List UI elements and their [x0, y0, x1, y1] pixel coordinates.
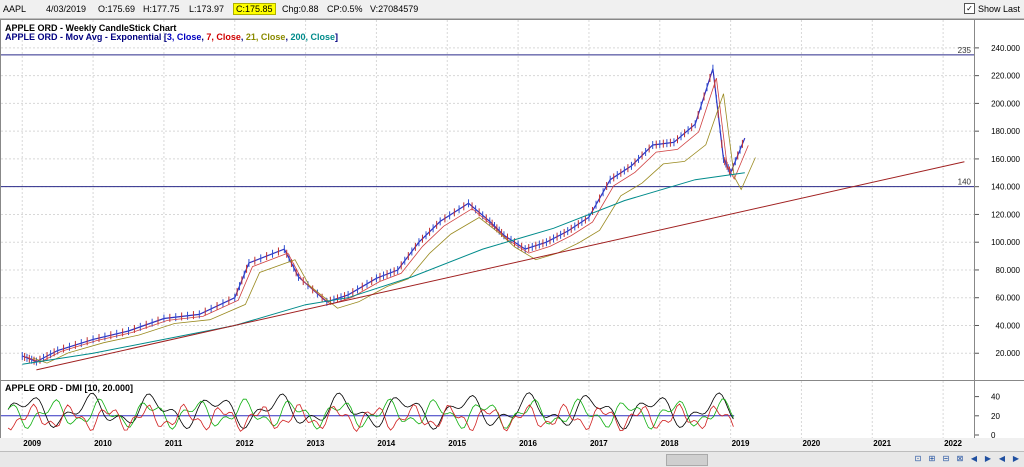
dmi-y-axis[interactable]: 40 20 0	[974, 380, 1024, 440]
chart-scrollbar[interactable]: ⊡ ⊞ ⊟ ⊠ ◀ ▶ ◀ ▶	[0, 451, 1024, 467]
scroll-control-button[interactable]: ◀	[998, 454, 1006, 463]
ma-param-4: 200, Close	[290, 32, 335, 42]
scroll-control-button[interactable]: ⊞	[928, 454, 936, 463]
open-label: O:175.69	[98, 4, 136, 14]
chart-title: APPLE ORD - Weekly CandleStick Chart	[5, 23, 177, 33]
ma-prefix: APPLE ORD - Mov Avg - Exponential [	[5, 32, 167, 42]
quote-header: AAPL 4/03/2019 O:175.69 H:177.75 L:173.9…	[0, 0, 1024, 19]
scroll-controls: ⊡ ⊞ ⊟ ⊠ ◀ ▶ ◀ ▶	[912, 453, 1022, 465]
dmi-y-axis-svg: 40 20 0	[975, 393, 1000, 439]
x-tick-label: 2020	[802, 439, 821, 448]
close-label: C:175.85	[233, 3, 276, 15]
x-tick-label: 2017	[589, 439, 608, 448]
change-pct-label: CP:0.5%	[327, 4, 363, 14]
price-chart-svg[interactable]: 235 140	[1, 20, 975, 381]
y-tick-label: 20.000	[996, 349, 1021, 358]
x-tick-label: 2022	[944, 439, 962, 448]
scroll-control-button[interactable]: ⊡	[914, 454, 922, 463]
x-tick-label: 2011	[164, 439, 183, 448]
adx-line	[7, 392, 734, 430]
x-tick-label: 2015	[448, 439, 467, 448]
series-line-0	[22, 68, 746, 363]
price-y-axis-svg: 240.000 220.000 200.000 180.000 160.000 140.0…	[975, 44, 1021, 358]
dmi-panel[interactable]: APPLE ORD - DMI [10, 20.000]	[0, 380, 976, 440]
x-tick-label: 2013	[306, 439, 325, 448]
dmi-y-tick-label: 0	[991, 431, 996, 439]
show-last-checkbox[interactable]: ✓	[963, 3, 975, 14]
x-tick-label: 2009	[23, 439, 42, 448]
scroll-control-button[interactable]: ▶	[984, 454, 992, 463]
y-tick-label: 240.000	[991, 44, 1020, 53]
dmi-title: APPLE ORD - DMI [10, 20.000]	[5, 383, 134, 393]
dmi-chart-svg[interactable]	[1, 381, 975, 439]
symbol-label: AAPL	[3, 4, 27, 14]
x-tick-label: 2012	[235, 439, 254, 448]
y-tick-label: 100.000	[991, 238, 1020, 247]
price-y-axis[interactable]: 240.000 220.000 200.000 180.000 160.000 140.0…	[974, 19, 1024, 382]
x-tick-label: 2018	[660, 439, 679, 448]
time-axis[interactable]: 2009 2010 2011 2012 2013 2014 2015 2016 2017 2018…	[0, 438, 1024, 450]
y-tick-label: 40.000	[996, 321, 1021, 330]
y-tick-label: 200.000	[991, 99, 1020, 108]
x-tick-label: 2019	[731, 439, 750, 448]
ma-param-2: 7, Close	[206, 32, 241, 42]
low-label: L:173.97	[189, 4, 225, 14]
dmi-y-tick-label: 20	[991, 412, 1000, 421]
series-line-1	[22, 172, 745, 365]
horizontal-line-label: 140	[958, 178, 972, 187]
series-line-2	[36, 161, 965, 371]
horizontal-line-label: 235	[958, 46, 972, 55]
ema-21-line	[32, 93, 756, 364]
date-label: 4/03/2019	[46, 4, 87, 14]
scroll-control-button[interactable]: ▶	[1012, 454, 1020, 463]
ma-param-1: 3, Close	[166, 32, 202, 42]
change-label: Chg:0.88	[282, 4, 319, 14]
scroll-control-button[interactable]: ⊠	[956, 454, 964, 463]
ma-param-3: 21, Close	[245, 32, 286, 42]
y-tick-label: 160.000	[991, 155, 1020, 164]
minus-di-line	[7, 403, 734, 433]
scroll-control-button[interactable]: ⊟	[942, 454, 950, 463]
ma-suffix: ]	[334, 32, 338, 42]
price-chart-panel[interactable]: 235 140 APPLE ORD - Weekly CandleStick Ch…	[0, 19, 976, 382]
y-tick-label: 140.000	[991, 183, 1020, 192]
dmi-y-tick-label: 40	[991, 393, 1000, 402]
ema-7-line	[25, 77, 749, 363]
y-tick-label: 120.000	[991, 210, 1020, 219]
volume-label: V:27084579	[370, 4, 419, 14]
y-tick-label: 60.000	[996, 294, 1021, 303]
x-tick-label: 2021	[873, 439, 892, 448]
moving-average-legend: APPLE ORD - Mov Avg - Exponential [3, Cl…	[5, 32, 338, 42]
high-label: H:177.75	[143, 4, 180, 14]
x-tick-label: 2016	[519, 439, 537, 448]
scrollbar-thumb[interactable]	[666, 454, 708, 466]
x-tick-label: 2014	[377, 439, 396, 448]
y-tick-label: 180.000	[991, 127, 1020, 136]
y-tick-label: 220.000	[991, 72, 1020, 81]
show-last-label: Show Last	[977, 3, 1020, 14]
scroll-control-button[interactable]: ◀	[970, 454, 978, 463]
y-tick-label: 80.000	[996, 266, 1021, 275]
show-last-toggle[interactable]: ✓ Show Last	[963, 3, 1020, 14]
x-tick-label: 2010	[94, 439, 112, 448]
